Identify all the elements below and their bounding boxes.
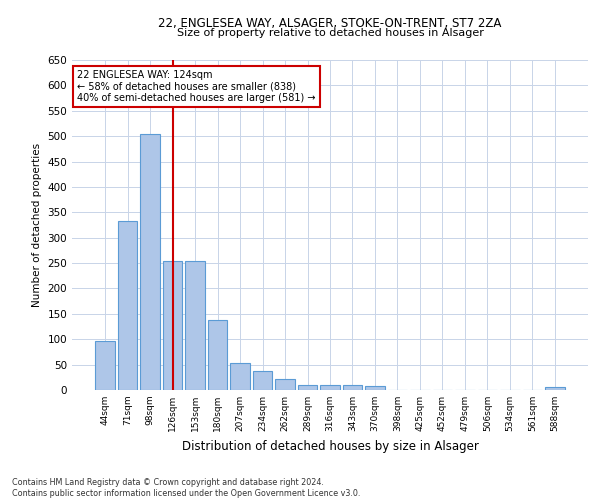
Text: 22, ENGLESEA WAY, ALSAGER, STOKE-ON-TRENT, ST7 2ZA: 22, ENGLESEA WAY, ALSAGER, STOKE-ON-TREN… [158, 18, 502, 30]
Bar [320, 385, 340, 390]
Bar [298, 385, 317, 390]
Bar [343, 385, 362, 390]
Bar [365, 386, 385, 390]
Text: Size of property relative to detached houses in Alsager: Size of property relative to detached ho… [176, 28, 484, 38]
Text: Contains HM Land Registry data © Crown copyright and database right 2024.
Contai: Contains HM Land Registry data © Crown c… [12, 478, 361, 498]
Bar [95, 341, 115, 390]
Bar [163, 260, 182, 390]
Bar [230, 363, 250, 390]
Bar [275, 380, 295, 390]
Bar [185, 260, 205, 390]
Bar [140, 134, 160, 390]
Bar [208, 320, 227, 390]
X-axis label: Distribution of detached houses by size in Alsager: Distribution of detached houses by size … [182, 440, 478, 452]
Bar [545, 388, 565, 390]
Bar [253, 371, 272, 390]
Text: 22 ENGLESEA WAY: 124sqm
← 58% of detached houses are smaller (838)
40% of semi-d: 22 ENGLESEA WAY: 124sqm ← 58% of detache… [77, 70, 316, 103]
Bar [118, 221, 137, 390]
Y-axis label: Number of detached properties: Number of detached properties [32, 143, 42, 307]
